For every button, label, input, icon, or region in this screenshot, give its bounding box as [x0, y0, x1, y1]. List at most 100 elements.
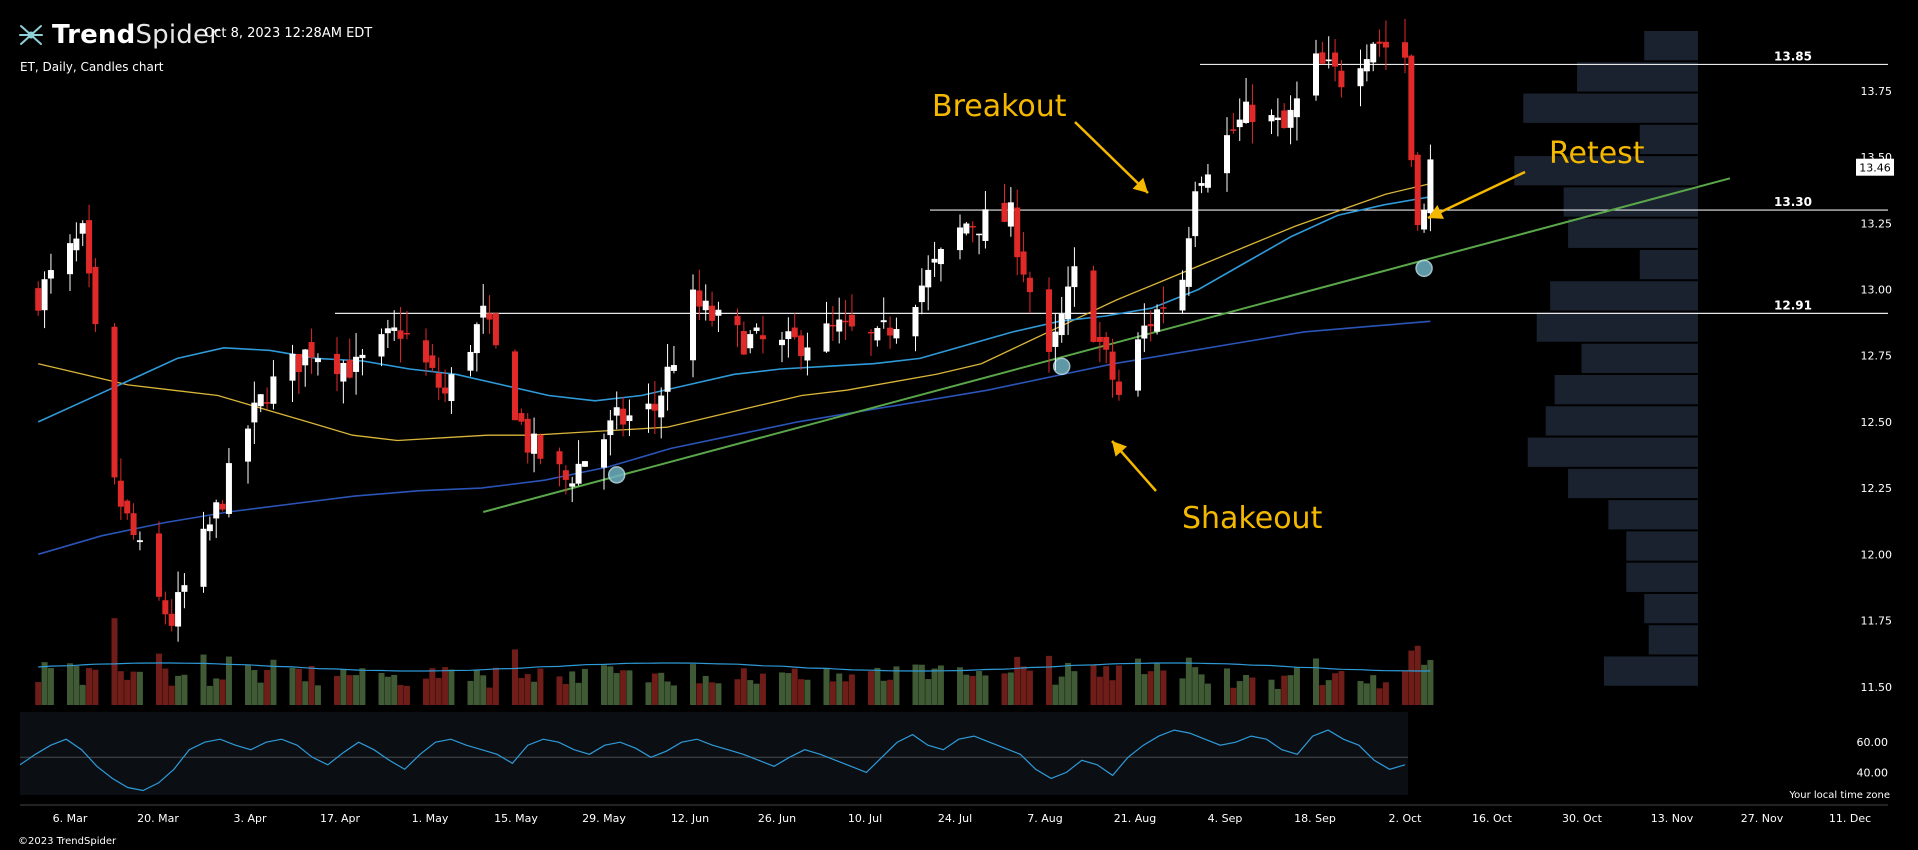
volume-bar [842, 681, 849, 705]
volume-bar [423, 678, 429, 705]
candle-body [842, 320, 849, 323]
y-tick-label: 12.75 [1861, 350, 1893, 363]
candle-body [518, 413, 525, 422]
volume-bar [556, 676, 563, 705]
volume-bar [823, 668, 830, 705]
volume-profile-bar [1639, 124, 1698, 155]
candle-body [219, 503, 226, 510]
candle [334, 337, 340, 392]
volume-profile-bar [1514, 156, 1698, 186]
candle [982, 191, 989, 249]
volume-profile-bar [1648, 625, 1698, 655]
candle-body [607, 420, 614, 436]
candle-body [270, 376, 277, 404]
candle-body [734, 315, 741, 326]
candle [785, 317, 792, 358]
candle-body [1281, 110, 1288, 129]
volume-bar [79, 684, 86, 705]
candle-body [47, 270, 54, 279]
candle [1319, 41, 1326, 65]
volume-bar [918, 664, 925, 705]
volume-bar [957, 667, 963, 705]
candle-body [645, 403, 652, 410]
candle [645, 383, 652, 433]
volume-bar [1115, 665, 1122, 705]
candle-body [791, 327, 798, 338]
candle [1224, 117, 1230, 192]
candle [1332, 38, 1339, 82]
volume-bar [467, 680, 474, 705]
candle-body [747, 334, 754, 349]
volume-profile-bar [1523, 93, 1698, 123]
candle-body [740, 331, 747, 355]
volume-bar [658, 672, 665, 705]
volume-bar [1096, 676, 1103, 705]
candle-body [893, 329, 900, 339]
candle-body [1230, 129, 1237, 131]
volume-bar [442, 667, 449, 705]
volume-bar [117, 671, 124, 705]
candle-body [1293, 98, 1300, 118]
candle [92, 258, 99, 333]
candle [442, 369, 449, 403]
candle-body [1204, 174, 1211, 188]
candle [556, 447, 563, 487]
timezone-note: Your local time zone [1789, 790, 1890, 801]
candle-body [1179, 279, 1186, 311]
volume-profile-bar [1581, 343, 1698, 374]
candle [969, 221, 976, 243]
annotation-label: Retest [1549, 136, 1645, 171]
axes: 13.46 13.75 13.50 13.25 13.00 12.75 12.50 12.25… [20, 85, 1894, 825]
x-tick-label: 10. Jul [848, 812, 882, 825]
x-tick-label: 1. May [412, 812, 449, 825]
candle [1179, 270, 1186, 314]
candle-body [1154, 309, 1161, 332]
candle-body [41, 279, 48, 311]
volume-bar [1192, 667, 1199, 705]
candle [41, 271, 48, 329]
candle [696, 269, 703, 320]
candle-body [759, 335, 766, 340]
sma200-line [37, 320, 1431, 556]
volume-bar [175, 675, 182, 705]
candle-body [581, 461, 588, 467]
candle [117, 458, 124, 520]
candle [308, 328, 315, 374]
candle [804, 332, 811, 376]
volume-bar [887, 679, 894, 705]
volume-bar [429, 668, 436, 705]
candle-body [1325, 59, 1332, 62]
volume-bar [740, 668, 747, 705]
volume-bar [435, 678, 442, 705]
candle [1109, 338, 1116, 398]
volume-bar [734, 679, 741, 705]
candle-body [982, 209, 989, 241]
volume-bar [1293, 666, 1300, 705]
candle [537, 433, 544, 465]
volume-profile-bar [1626, 531, 1698, 561]
candle-body [1192, 191, 1199, 237]
chart-timestamp: Oct 8, 2023 12:28AM EDT [204, 26, 373, 41]
candle [1268, 109, 1275, 135]
volume-bar [403, 685, 410, 705]
candle [257, 393, 264, 413]
candles [35, 18, 1434, 642]
candle [1198, 176, 1205, 194]
candle [651, 381, 658, 434]
candle [1103, 331, 1110, 364]
candle-body [391, 327, 398, 331]
touch-point-marker [1415, 259, 1433, 278]
candle [1357, 49, 1364, 107]
volume-bar [486, 687, 493, 705]
candle-body [467, 351, 474, 371]
candle-body [435, 373, 442, 388]
candle [384, 319, 391, 349]
annotation-arrow [1427, 170, 1526, 220]
candle-body [86, 220, 93, 274]
annotations: Breakout Retest Shakeout [932, 89, 1645, 536]
volume-profile-bar [1568, 468, 1698, 499]
x-tick-label: 12. Jun [671, 812, 709, 825]
candle [1052, 313, 1059, 371]
candle [1363, 44, 1370, 82]
